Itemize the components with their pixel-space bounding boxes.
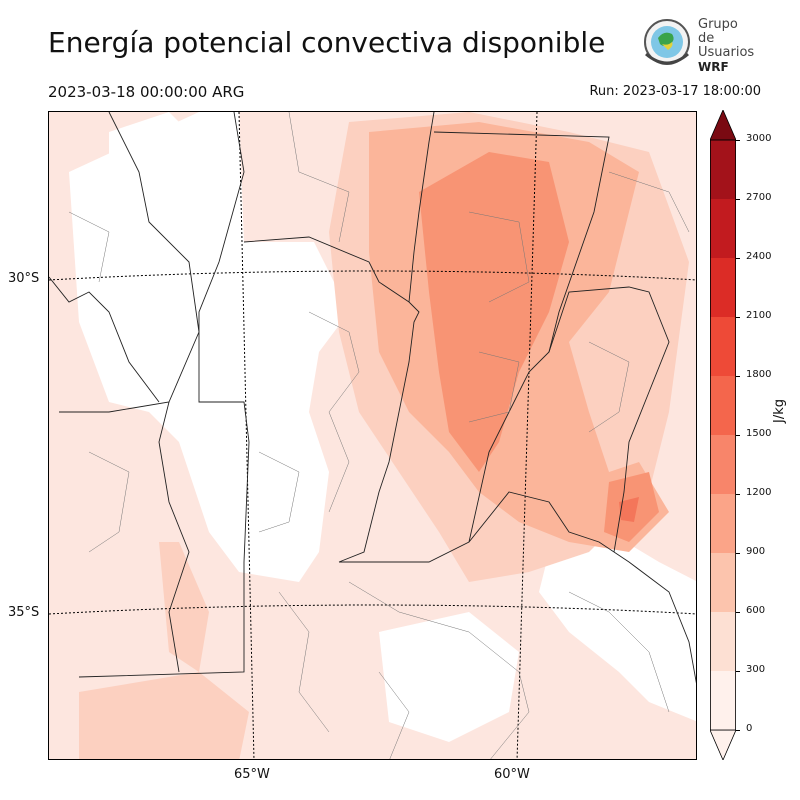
colorbar-tick-label: 1200 (746, 487, 772, 498)
run-time: Run: 2023-03-17 18:00:00 (589, 84, 761, 99)
colorbar-swatch-1500 (710, 376, 736, 435)
colorbar-tick-mark (736, 729, 740, 731)
colorbar-tick-mark (736, 670, 740, 672)
logo-line-1: Grupo de (698, 17, 738, 46)
colorbar-swatch-0 (710, 671, 736, 730)
lat-label-30s: 30°S (8, 271, 40, 286)
colorbar-unit: J/kg (772, 399, 787, 423)
colorbar-swatch-300 (710, 612, 736, 671)
colorbar-tick-label: 300 (746, 664, 766, 675)
logo-line-3: WRF (698, 60, 729, 74)
colorbar-tick-label: 3000 (746, 133, 772, 144)
colorbar-tick-label: 900 (746, 546, 766, 557)
colorbar-swatch-900 (710, 494, 736, 553)
colorbar-tick-label: 2100 (746, 310, 772, 321)
colorbar-tick-mark (736, 375, 740, 377)
low-cape-northwest (109, 112, 199, 232)
lon-label-65w: 65°W (234, 767, 270, 782)
colorbar-tick-label: 2400 (746, 251, 772, 262)
wrf-users-logo: Grupo de Usuarios WRF (638, 16, 758, 74)
cape-band-300-west (159, 542, 209, 672)
colorbar-tick-mark (736, 139, 740, 141)
cape-band-1200 (619, 497, 639, 522)
colorbar (710, 110, 736, 760)
colorbar-tick-mark (736, 552, 740, 554)
colorbar-tick-mark (736, 198, 740, 200)
colorbar-swatch-1800 (710, 317, 736, 376)
colorbar-tick-mark (736, 316, 740, 318)
colorbar-tick-label: 600 (746, 605, 766, 616)
colorbar-tick-mark (736, 493, 740, 495)
graticule-60w (516, 112, 538, 759)
low-cape-west (69, 112, 349, 582)
graticule-35s (49, 604, 696, 615)
logo-line-2: Usuarios (698, 45, 755, 60)
globe-emblem-icon (644, 19, 690, 65)
cape-map (48, 111, 697, 760)
province-borders (49, 112, 696, 684)
colorbar-swatch-2700 (710, 140, 736, 199)
cape-band-300-southwest (79, 672, 249, 759)
cape-map-canvas (49, 112, 696, 759)
low-cape-south (379, 612, 519, 742)
chart-title: Energía potencial convectiva disponible (48, 26, 606, 59)
colorbar-tick-label: 2700 (746, 192, 772, 203)
colorbar-swatch-600 (710, 553, 736, 612)
colorbar-tick-label: 1500 (746, 428, 772, 439)
lon-label-60w: 60°W (494, 767, 530, 782)
low-cape-east-coast (539, 532, 696, 722)
valid-time: 2023-03-18 00:00:00 ARG (48, 83, 245, 101)
colorbar-frame (710, 139, 736, 731)
colorbar-tick-label: 0 (746, 723, 753, 734)
colorbar-swatch-2400 (710, 199, 736, 258)
colorbar-swatch-1200 (710, 435, 736, 494)
colorbar-tick-mark (736, 257, 740, 259)
cape-band-900 (419, 152, 569, 472)
lat-label-35s: 35°S (8, 605, 40, 620)
colorbar-tick-mark (736, 434, 740, 436)
colorbar-tick-label: 1800 (746, 369, 772, 380)
colorbar-extend-high (710, 110, 736, 141)
colorbar-tick-mark (736, 611, 740, 613)
graticule-65w (238, 112, 255, 759)
colorbar-swatch-2100 (710, 258, 736, 317)
department-borders (68, 112, 690, 759)
colorbar-extend-low (710, 729, 736, 760)
